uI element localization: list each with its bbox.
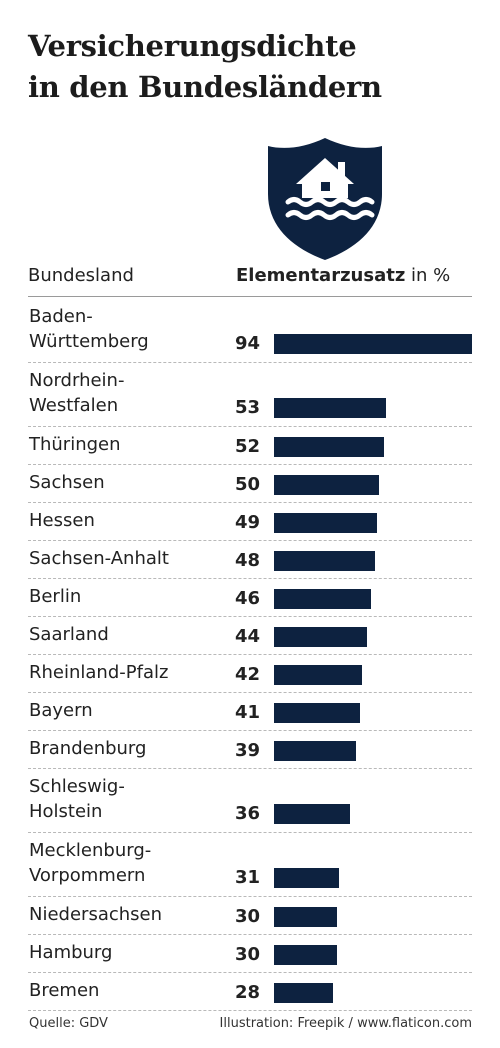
data-label: 36: [234, 803, 260, 824]
category-label: Hamburg: [29, 942, 113, 963]
row-separator: [28, 692, 472, 693]
row-separator: [28, 832, 472, 833]
category-label: Hessen: [29, 510, 95, 531]
category-label: Berlin: [29, 586, 82, 607]
bar: [274, 907, 337, 927]
row-separator: [28, 502, 472, 503]
value-header-unit: in %: [405, 265, 451, 286]
row-separator: [28, 934, 472, 935]
bar: [274, 665, 362, 685]
bar: [274, 627, 367, 647]
data-label: 42: [234, 664, 260, 685]
row-separator: [28, 540, 472, 541]
category-label: Thüringen: [29, 434, 121, 455]
category-label: Bayern: [29, 700, 93, 721]
header-rule: [28, 296, 472, 297]
data-label: 44: [234, 626, 260, 647]
row-separator: [28, 578, 472, 579]
category-label: Schleswig- Holstein: [29, 776, 125, 822]
data-label: 50: [234, 474, 260, 495]
title-line-2: in den Bundesländern: [28, 70, 382, 104]
data-label: 31: [234, 867, 260, 888]
bar: [274, 513, 377, 533]
row-separator: [28, 730, 472, 731]
data-label: 48: [234, 550, 260, 571]
row-separator: [28, 1010, 472, 1011]
illustration-credit: Illustration: Freepik / www.flaticon.com: [219, 1016, 472, 1031]
bar: [274, 589, 371, 609]
bar: [274, 475, 379, 495]
data-label: 53: [234, 397, 260, 418]
bar: [274, 983, 333, 1003]
data-label: 39: [234, 740, 260, 761]
bar: [274, 551, 375, 571]
data-label: 52: [234, 436, 260, 457]
category-label: Saarland: [29, 624, 109, 645]
data-label: 30: [234, 944, 260, 965]
row-separator: [28, 768, 472, 769]
chart-title: Versicherungsdichte in den Bundesländern: [28, 26, 478, 108]
category-label: Mecklenburg- Vorpommern: [29, 840, 152, 886]
data-label: 28: [234, 982, 260, 1003]
row-separator: [28, 362, 472, 363]
bar: [274, 945, 337, 965]
category-label: Sachsen-Anhalt: [29, 548, 169, 569]
category-label: Sachsen: [29, 472, 105, 493]
data-label: 46: [234, 588, 260, 609]
data-label: 94: [234, 333, 260, 354]
row-separator: [28, 616, 472, 617]
bar: [274, 398, 386, 418]
category-label: Rheinland-Pfalz: [29, 662, 169, 683]
flooded-house-shield-icon: [268, 138, 382, 260]
category-label: Nordrhein- Westfalen: [29, 370, 125, 416]
data-label: 41: [234, 702, 260, 723]
value-header: Elementarzusatz in %: [236, 265, 450, 286]
category-header: Bundesland: [28, 265, 134, 286]
bar: [274, 804, 350, 824]
bar: [274, 437, 384, 457]
category-label: Bremen: [29, 980, 100, 1001]
value-header-bold: Elementarzusatz: [236, 265, 406, 286]
row-separator: [28, 896, 472, 897]
title-line-1: Versicherungsdichte: [28, 29, 357, 63]
row-separator: [28, 654, 472, 655]
row-separator: [28, 464, 472, 465]
bar: [274, 703, 360, 723]
bar: [274, 334, 472, 354]
category-label: Niedersachsen: [29, 904, 163, 925]
row-separator: [28, 972, 472, 973]
source-note: Quelle: GDV: [29, 1016, 108, 1031]
bar: [274, 868, 339, 888]
bar: [274, 741, 356, 761]
category-label: Brandenburg: [29, 738, 147, 759]
data-label: 49: [234, 512, 260, 533]
category-label: Baden- Württemberg: [29, 306, 149, 352]
data-label: 30: [234, 906, 260, 927]
row-separator: [28, 426, 472, 427]
